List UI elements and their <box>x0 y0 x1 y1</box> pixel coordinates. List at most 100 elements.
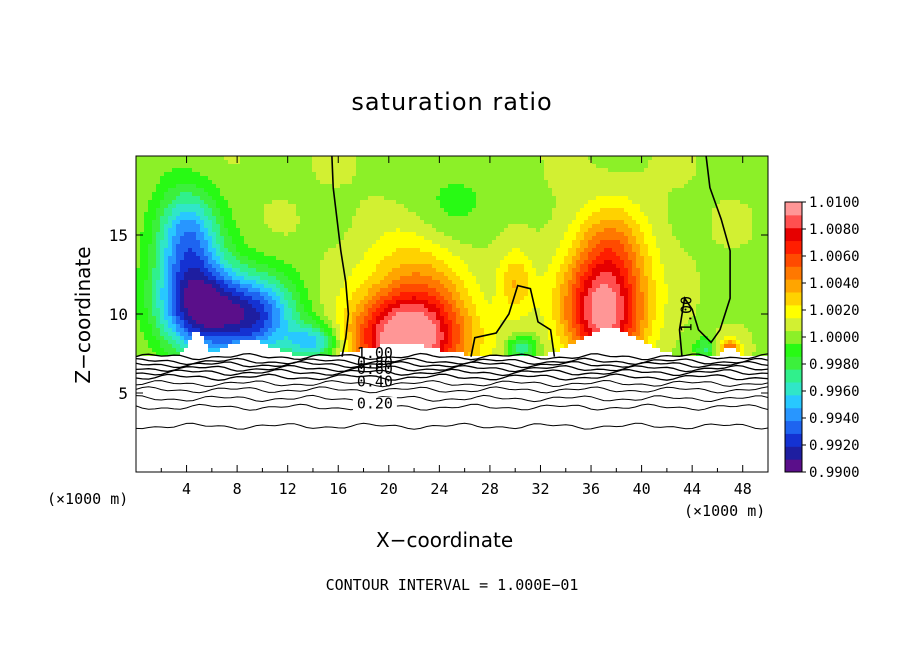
field-cell <box>224 216 228 220</box>
field-cell <box>172 184 176 188</box>
field-cell <box>532 184 536 188</box>
field-cell <box>448 200 452 204</box>
field-cell <box>584 208 588 212</box>
field-cell <box>760 248 764 252</box>
field-cell <box>292 188 296 192</box>
field-cell <box>216 168 220 172</box>
field-cell <box>560 184 564 188</box>
field-cell <box>688 224 692 228</box>
field-cell <box>412 224 416 228</box>
field-cell <box>244 276 248 280</box>
field-cell <box>176 180 180 184</box>
field-cell <box>756 264 760 268</box>
field-cell <box>360 244 364 248</box>
field-cell <box>308 260 312 264</box>
field-cell <box>596 248 600 252</box>
field-cell <box>608 224 612 228</box>
field-cell <box>272 176 276 180</box>
field-cell <box>684 208 688 212</box>
field-cell <box>176 252 180 256</box>
field-cell <box>512 252 516 256</box>
field-cell <box>356 260 360 264</box>
field-cell <box>320 264 324 268</box>
field-cell <box>504 252 508 256</box>
field-cell <box>188 260 192 264</box>
field-cell <box>148 168 152 172</box>
field-cell <box>292 192 296 196</box>
field-cell <box>628 192 632 196</box>
field-cell <box>400 160 404 164</box>
field-cell <box>488 184 492 188</box>
field-cell <box>304 260 308 264</box>
field-cell <box>760 200 764 204</box>
field-cell <box>364 180 368 184</box>
field-cell <box>608 272 612 276</box>
field-cell <box>416 256 420 260</box>
field-cell <box>164 264 168 268</box>
field-cell <box>244 216 248 220</box>
field-cell <box>348 240 352 244</box>
field-cell <box>220 228 224 232</box>
field-cell <box>456 228 460 232</box>
field-cell <box>184 272 188 276</box>
field-cell <box>264 180 268 184</box>
field-cell <box>388 236 392 240</box>
field-cell <box>444 244 448 248</box>
field-cell <box>204 156 208 160</box>
field-cell <box>644 228 648 232</box>
field-cell <box>416 248 420 252</box>
field-cell <box>220 208 224 212</box>
field-cell <box>292 220 296 224</box>
field-cell <box>724 156 728 160</box>
field-cell <box>192 248 196 252</box>
field-cell <box>620 256 624 260</box>
field-cell <box>484 200 488 204</box>
field-cell <box>240 252 244 256</box>
field-cell <box>420 244 424 248</box>
field-cell <box>148 232 152 236</box>
field-cell <box>164 192 168 196</box>
field-cell <box>680 264 684 268</box>
field-cell <box>764 184 768 188</box>
field-cell <box>636 164 640 168</box>
field-cell <box>248 176 252 180</box>
field-cell <box>408 168 412 172</box>
field-cell <box>296 188 300 192</box>
field-cell <box>500 196 504 200</box>
field-cell <box>184 252 188 256</box>
field-cell <box>384 204 388 208</box>
field-cell <box>220 172 224 176</box>
field-cell <box>700 260 704 264</box>
field-cell <box>672 212 676 216</box>
field-cell <box>724 268 728 272</box>
field-cell <box>224 228 228 232</box>
field-cell <box>328 248 332 252</box>
field-cell <box>616 212 620 216</box>
field-cell <box>164 268 168 272</box>
field-cell <box>696 276 700 280</box>
field-cell <box>448 156 452 160</box>
field-cell <box>612 172 616 176</box>
field-cell <box>680 220 684 224</box>
field-cell <box>744 260 748 264</box>
field-cell <box>656 184 660 188</box>
field-cell <box>696 228 700 232</box>
field-cell <box>576 168 580 172</box>
field-cell <box>672 176 676 180</box>
field-cell <box>280 256 284 260</box>
field-cell <box>228 244 232 248</box>
field-cell <box>540 192 544 196</box>
field-cell <box>680 184 684 188</box>
field-cell <box>148 188 152 192</box>
field-cell <box>192 220 196 224</box>
field-cell <box>244 180 248 184</box>
field-cell <box>248 160 252 164</box>
field-cell <box>464 240 468 244</box>
field-cell <box>468 220 472 224</box>
field-cell <box>416 168 420 172</box>
field-cell <box>556 176 560 180</box>
field-cell <box>460 172 464 176</box>
field-cell <box>312 220 316 224</box>
field-cell <box>168 232 172 236</box>
field-cell <box>516 220 520 224</box>
